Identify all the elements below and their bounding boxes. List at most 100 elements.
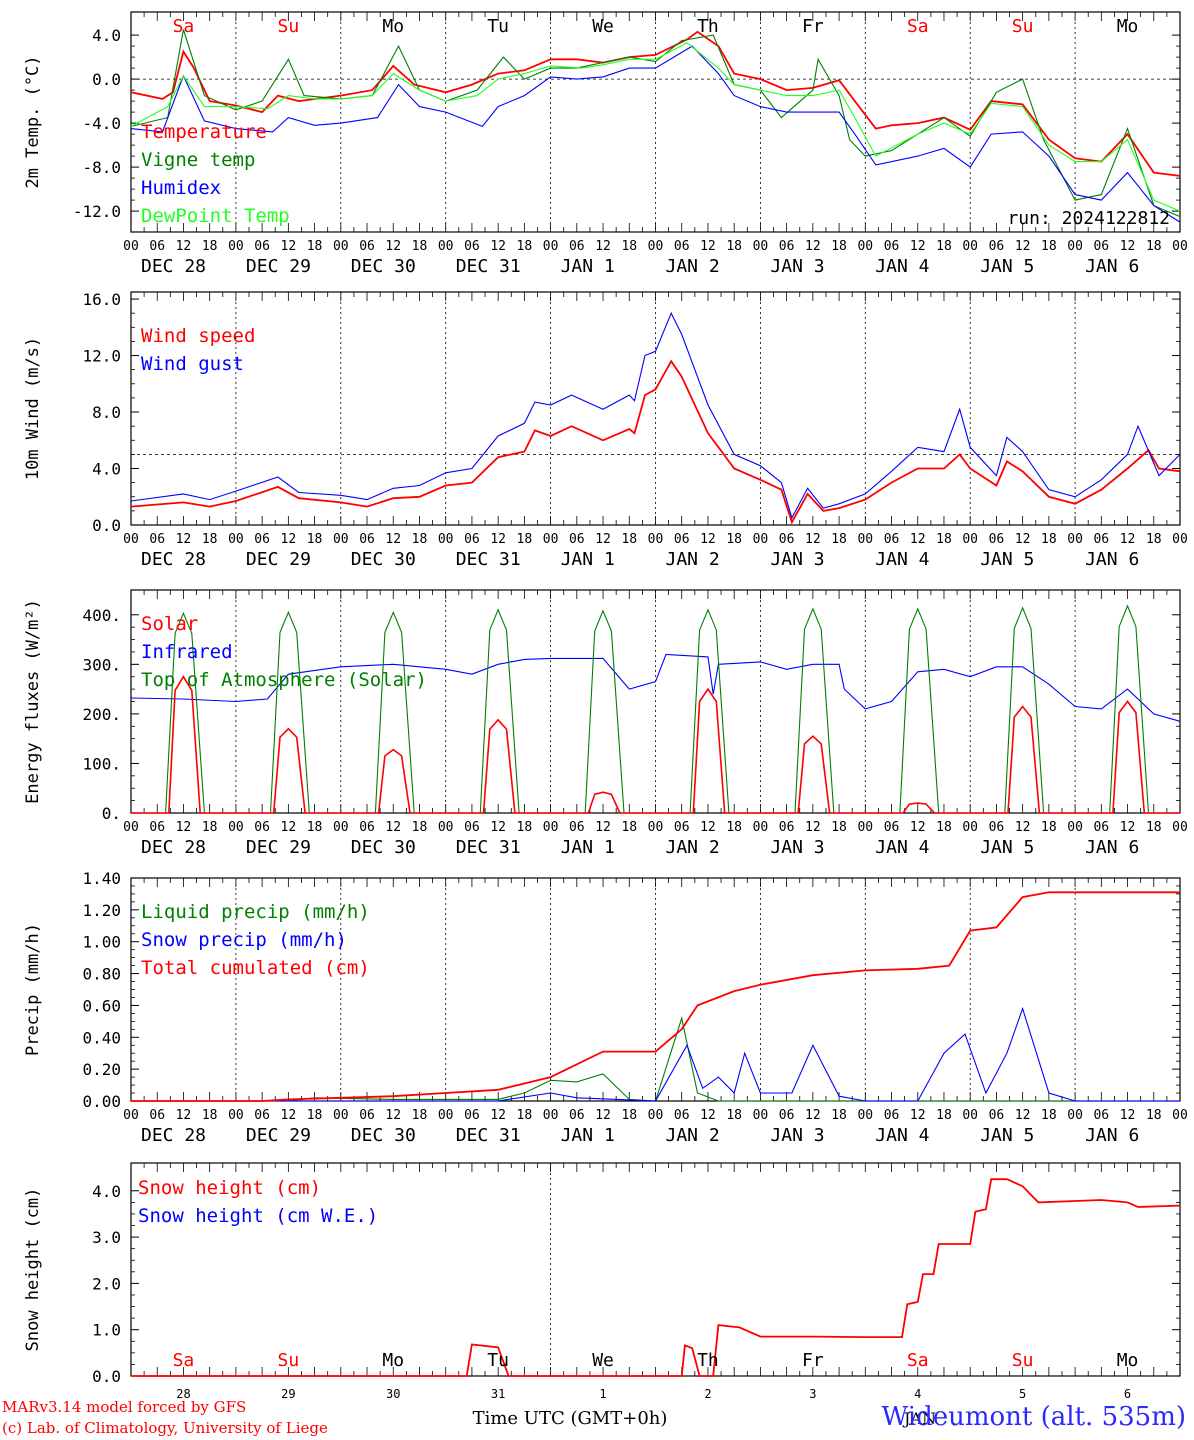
day-label: DEC 30 xyxy=(351,837,416,858)
weekday-label: Mo xyxy=(1117,1350,1139,1371)
hour-tick-label: 18 xyxy=(621,820,637,835)
hour-tick-label: 00 xyxy=(753,820,769,835)
hour-tick-label: 06 xyxy=(149,1108,165,1123)
hour-tick-label: 18 xyxy=(412,532,428,547)
hour-tick-label: 12 xyxy=(805,1108,821,1123)
hour-tick-label: 06 xyxy=(464,1108,480,1123)
y-tick-label: -4.0 xyxy=(82,114,121,133)
series-line-vigne-temp xyxy=(130,29,1181,218)
hour-tick-label: 06 xyxy=(1093,239,1109,254)
hour-tick-label: 18 xyxy=(517,532,533,547)
hour-tick-label: 12 xyxy=(910,1108,926,1123)
day-label: JAN 6 xyxy=(1085,256,1139,277)
y-tick-label: 16.0 xyxy=(82,290,121,309)
hour-tick-label: 12 xyxy=(700,532,716,547)
hour-tick-label: 00 xyxy=(438,820,454,835)
hour-tick-label: 18 xyxy=(726,820,742,835)
legend-item: Solar xyxy=(141,613,198,635)
weekday-label: Sa xyxy=(907,16,929,37)
hour-tick-label: 12 xyxy=(490,1108,506,1123)
panel-1 xyxy=(130,11,1181,233)
hour-tick-label: 12 xyxy=(805,532,821,547)
hour-tick-label: 12 xyxy=(385,532,401,547)
hour-tick-label: 00 xyxy=(333,1108,349,1123)
weekday-label: Sa xyxy=(173,1350,195,1371)
day-label: DEC 29 xyxy=(246,1125,311,1146)
hour-tick-label: 00 xyxy=(543,1108,559,1123)
hour-tick-label: 06 xyxy=(464,239,480,254)
y-axis-label: Energy fluxes (W/m²) xyxy=(23,599,43,804)
weekday-label: Su xyxy=(1012,16,1034,37)
weekday-label: Mo xyxy=(382,1350,404,1371)
weekday-label: We xyxy=(592,16,614,37)
panel-3 xyxy=(130,589,1181,814)
hour-tick-label: 18 xyxy=(1041,820,1057,835)
hour-tick-label: 00 xyxy=(1067,820,1083,835)
y-tick-label: 300. xyxy=(82,655,121,674)
legend-item: Total cumulated (cm) xyxy=(141,957,370,979)
y-tick-label: 2.0 xyxy=(92,1274,121,1293)
series-line-total-cumulated-cm- xyxy=(131,891,1180,1102)
hour-tick-label: 06 xyxy=(989,239,1005,254)
y-tick-label: 12.0 xyxy=(82,347,121,366)
hour-tick-label: 12 xyxy=(1015,239,1031,254)
hour-tick-label: 12 xyxy=(281,820,297,835)
legend-item: Top of Atmosphere (Solar) xyxy=(141,669,427,691)
day-label: DEC 28 xyxy=(141,837,206,858)
lab-credit: (c) Lab. of Climatology, University of L… xyxy=(2,1419,328,1437)
hour-tick-label: 06 xyxy=(884,239,900,254)
hour-tick-label: 06 xyxy=(359,532,375,547)
hour-tick-label: 00 xyxy=(123,239,139,254)
day-label: DEC 31 xyxy=(456,256,521,277)
legend-item: Snow height (cm) xyxy=(138,1177,321,1199)
hour-tick-label: 06 xyxy=(569,820,585,835)
weekday-label: Sa xyxy=(907,1350,929,1371)
hour-tick-label: 12 xyxy=(700,239,716,254)
hour-tick-label: 12 xyxy=(595,532,611,547)
hour-tick-label: 12 xyxy=(1120,239,1136,254)
day-label: JAN 5 xyxy=(980,837,1034,858)
hour-tick-label: 18 xyxy=(831,820,847,835)
day-label: JAN 3 xyxy=(770,1125,824,1146)
hour-tick-label: 00 xyxy=(228,820,244,835)
hour-tick-label: 12 xyxy=(281,1108,297,1123)
day-label: DEC 30 xyxy=(351,1125,416,1146)
y-tick-label: 400. xyxy=(82,606,121,625)
y-tick-label: 1.00 xyxy=(82,933,121,952)
day-number-label: 28 xyxy=(176,1387,190,1401)
y-tick-label: 200. xyxy=(82,705,121,724)
y-tick-label: 1.0 xyxy=(92,1321,121,1340)
legend-item: Infrared xyxy=(141,641,233,663)
panel-2 xyxy=(130,291,1181,526)
hour-tick-label: 12 xyxy=(385,1108,401,1123)
y-tick-label: 0.0 xyxy=(92,70,121,89)
hour-tick-label: 18 xyxy=(726,532,742,547)
weekday-label: Su xyxy=(1012,1350,1034,1371)
hour-tick-label: 06 xyxy=(1093,1108,1109,1123)
hour-tick-label: 18 xyxy=(936,239,952,254)
day-number-label: 29 xyxy=(281,1387,295,1401)
hour-tick-label: 18 xyxy=(202,1108,218,1123)
hour-tick-label: 12 xyxy=(385,239,401,254)
hour-tick-label: 00 xyxy=(1172,1108,1188,1123)
hour-tick-label: 00 xyxy=(333,239,349,254)
hour-tick-label: 18 xyxy=(1146,1108,1162,1123)
hour-tick-label: 18 xyxy=(1146,532,1162,547)
hour-tick-label: 06 xyxy=(674,239,690,254)
weekday-label: We xyxy=(592,1350,614,1371)
hour-tick-label: 06 xyxy=(359,820,375,835)
hour-tick-label: 06 xyxy=(1093,532,1109,547)
hour-tick-label: 06 xyxy=(989,1108,1005,1123)
hour-tick-label: 00 xyxy=(543,239,559,254)
hour-tick-label: 00 xyxy=(543,532,559,547)
hour-tick-label: 06 xyxy=(254,532,270,547)
hour-tick-label: 18 xyxy=(726,239,742,254)
hour-tick-label: 06 xyxy=(254,1108,270,1123)
hour-tick-label: 12 xyxy=(910,239,926,254)
hour-tick-label: 12 xyxy=(1120,1108,1136,1123)
series-line-temperature xyxy=(130,30,1181,177)
y-tick-label: 0.40 xyxy=(82,1028,121,1047)
day-label: JAN 6 xyxy=(1085,837,1139,858)
hour-tick-label: 06 xyxy=(464,532,480,547)
hour-tick-label: 06 xyxy=(779,1108,795,1123)
